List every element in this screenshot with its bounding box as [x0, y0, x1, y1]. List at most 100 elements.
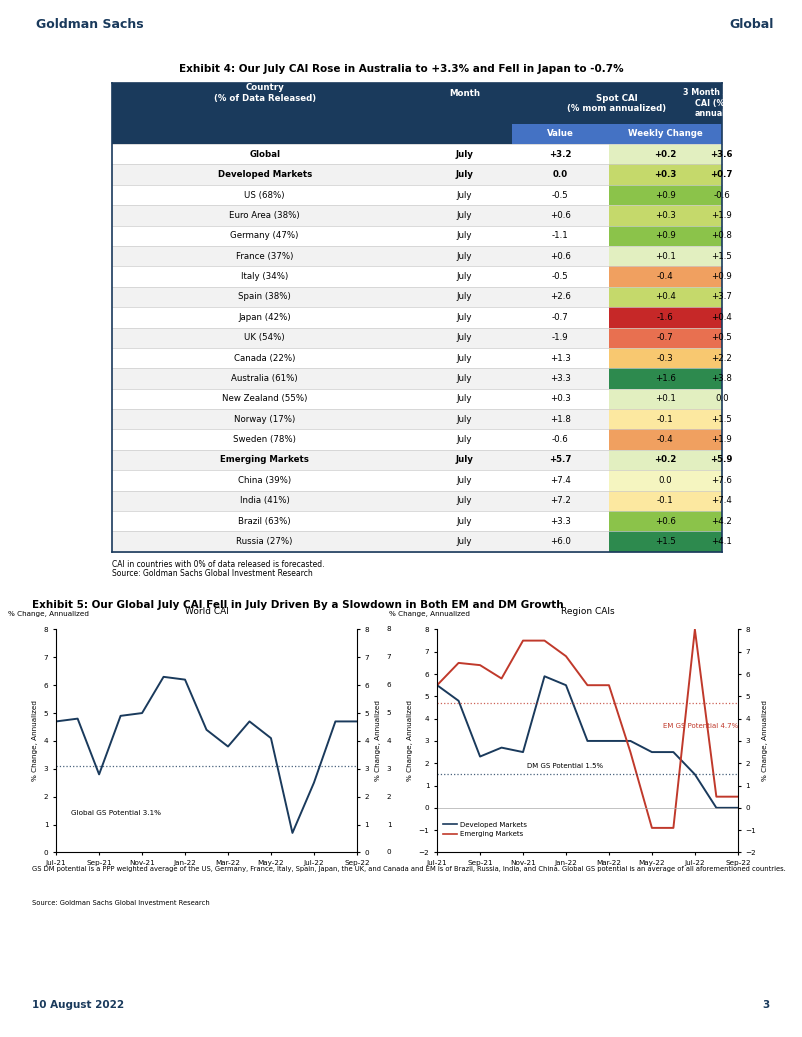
Text: +1.5: +1.5 — [711, 415, 732, 424]
Text: Country
(% of Data Released): Country (% of Data Released) — [213, 83, 316, 103]
Bar — [417, 531, 512, 552]
Bar — [609, 368, 722, 389]
Bar — [417, 389, 512, 409]
Text: July: July — [456, 394, 472, 403]
Bar — [609, 144, 722, 165]
Bar — [417, 450, 512, 470]
Bar — [112, 123, 417, 144]
Bar — [512, 165, 609, 185]
Bar — [417, 470, 512, 491]
Text: 4: 4 — [387, 738, 391, 744]
Bar — [512, 287, 609, 307]
Bar — [112, 144, 417, 165]
Text: -0.4: -0.4 — [657, 272, 674, 281]
Text: 1: 1 — [387, 821, 391, 828]
Text: France (37%): France (37%) — [236, 252, 294, 260]
Bar — [609, 328, 722, 347]
Emerging Markets — [582, 679, 592, 692]
Text: July: July — [456, 354, 472, 363]
Bar — [609, 409, 722, 429]
Text: Source: Goldman Sachs Global Investment Research: Source: Goldman Sachs Global Investment … — [112, 569, 313, 578]
Text: July: July — [456, 211, 472, 220]
Text: +0.8: +0.8 — [711, 231, 732, 241]
Bar — [112, 450, 417, 470]
Text: -0.7: -0.7 — [552, 313, 569, 321]
Text: +1.8: +1.8 — [550, 415, 571, 424]
Text: -0.4: -0.4 — [657, 436, 674, 444]
Bar — [512, 267, 609, 287]
Text: +1.9: +1.9 — [711, 211, 732, 220]
Bar — [609, 429, 722, 450]
Bar — [512, 429, 609, 450]
Text: 0.0: 0.0 — [715, 394, 728, 403]
Text: +0.9: +0.9 — [711, 272, 732, 281]
Bar — [112, 491, 417, 511]
Text: -0.5: -0.5 — [552, 191, 569, 199]
Bar — [609, 267, 722, 287]
Text: +4.1: +4.1 — [711, 537, 732, 546]
Text: China (39%): China (39%) — [238, 476, 291, 485]
Emerging Markets — [518, 635, 528, 647]
Bar — [112, 226, 417, 246]
Text: World CAI: World CAI — [184, 607, 229, 616]
Bar — [417, 267, 512, 287]
Text: July: July — [456, 231, 472, 241]
Bar — [417, 511, 512, 531]
Bar — [417, 165, 512, 185]
Text: July: July — [456, 191, 472, 199]
Text: +7.4: +7.4 — [711, 497, 732, 505]
Text: -0.6: -0.6 — [552, 436, 569, 444]
Text: +2.6: +2.6 — [550, 292, 571, 302]
Text: Global: Global — [730, 18, 774, 31]
Bar — [512, 347, 609, 368]
Bar — [417, 307, 512, 328]
Developed Markets — [561, 679, 571, 692]
Emerging Markets — [454, 656, 464, 669]
Developed Markets — [454, 695, 464, 707]
Text: GS DM potential is a PPP weighted average of the US, Germany, France, Italy, Spa: GS DM potential is a PPP weighted averag… — [32, 866, 786, 872]
Bar — [417, 144, 512, 165]
Bar — [609, 491, 722, 511]
Text: July: July — [456, 170, 473, 179]
Text: July: July — [456, 333, 472, 342]
Text: +3.8: +3.8 — [711, 374, 732, 383]
Text: July: July — [456, 455, 473, 465]
Developed Markets — [432, 679, 442, 692]
Text: 6: 6 — [387, 682, 391, 689]
Text: Germany (47%): Germany (47%) — [230, 231, 299, 241]
Bar — [112, 267, 417, 287]
Bar — [609, 287, 722, 307]
Developed Markets — [496, 741, 506, 754]
Emerging Markets — [540, 635, 549, 647]
Developed Markets — [669, 746, 678, 758]
Text: 3 Month Average
CAI (% mom
annualized): 3 Month Average CAI (% mom annualized) — [683, 88, 760, 118]
Text: Developed Markets: Developed Markets — [217, 170, 312, 179]
Text: -0.6: -0.6 — [714, 191, 730, 199]
Text: +0.9: +0.9 — [655, 231, 676, 241]
Bar — [417, 368, 512, 389]
Developed Markets — [647, 746, 657, 758]
Bar — [512, 144, 609, 165]
Text: July: July — [456, 516, 472, 526]
Bar — [112, 347, 417, 368]
Text: CAI in countries with 0% of data released is forecasted.: CAI in countries with 0% of data release… — [112, 560, 325, 569]
Text: +1.3: +1.3 — [550, 354, 571, 363]
Bar — [417, 246, 512, 267]
Text: +3.2: +3.2 — [549, 149, 572, 159]
Bar — [512, 450, 609, 470]
Emerging Markets — [733, 790, 743, 803]
Developed Markets — [733, 802, 743, 814]
Bar — [112, 165, 417, 185]
Bar — [417, 83, 512, 104]
Text: +4.2: +4.2 — [711, 516, 732, 526]
Emerging Markets — [476, 658, 485, 671]
Text: 8: 8 — [387, 626, 391, 633]
Text: +0.2: +0.2 — [654, 149, 677, 159]
Bar — [512, 185, 609, 205]
Developed Markets — [582, 734, 592, 747]
Bar — [512, 470, 609, 491]
Bar — [512, 368, 609, 389]
Y-axis label: % Change, Annualized: % Change, Annualized — [375, 700, 381, 782]
Bar — [112, 307, 417, 328]
Text: +3.3: +3.3 — [550, 516, 571, 526]
